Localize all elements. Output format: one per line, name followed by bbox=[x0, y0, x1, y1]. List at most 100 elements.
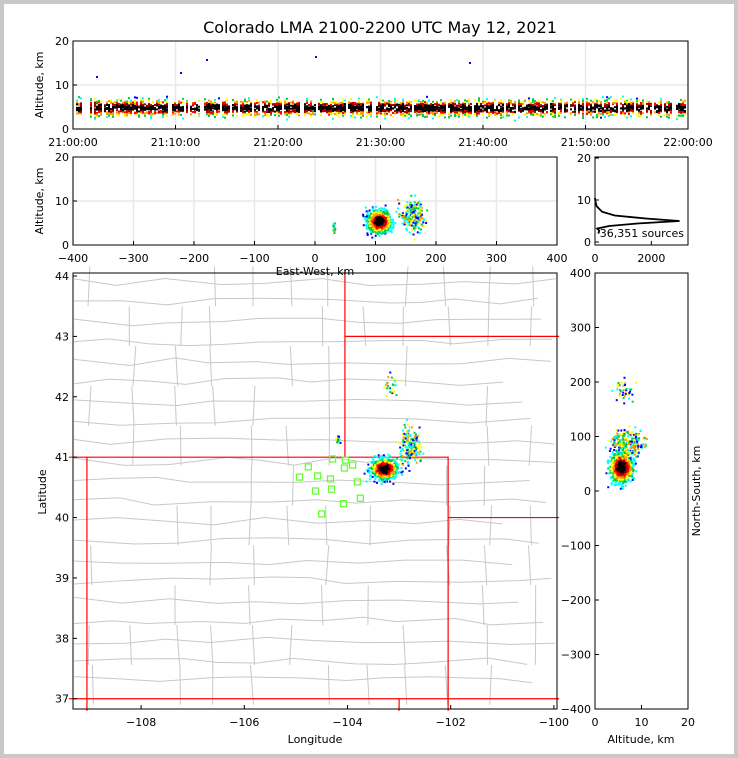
source-density-cell bbox=[377, 215, 380, 218]
county-boundary bbox=[253, 545, 255, 586]
source-density-cell bbox=[164, 104, 166, 107]
source-density-cell bbox=[138, 110, 140, 113]
source-density-cell bbox=[366, 215, 369, 218]
source-density-cell bbox=[468, 113, 470, 116]
county-boundary bbox=[447, 306, 452, 347]
source-density-cell bbox=[404, 112, 406, 115]
source-density-cell bbox=[436, 105, 438, 108]
source-density-cell bbox=[536, 101, 538, 104]
source-density-cell bbox=[258, 104, 260, 107]
source-density-cell bbox=[130, 106, 132, 109]
source-density-cell bbox=[104, 110, 106, 113]
source-density-cell bbox=[130, 114, 132, 117]
source-density-cell bbox=[180, 101, 182, 104]
source-density-cell bbox=[375, 481, 378, 484]
source-density-cell bbox=[298, 108, 300, 111]
source-density-cell bbox=[172, 108, 174, 111]
source-density-cell bbox=[192, 110, 194, 113]
source-density-cell bbox=[236, 106, 238, 109]
source-density-cell bbox=[208, 103, 210, 106]
source-density-cell bbox=[110, 113, 112, 116]
source-density-cell bbox=[606, 112, 608, 115]
source-density-cell bbox=[382, 109, 384, 112]
y-tick-label: 10 bbox=[55, 79, 69, 92]
source-density-cell bbox=[482, 101, 484, 104]
source-density-cell bbox=[356, 111, 358, 114]
source-density-cell bbox=[96, 115, 98, 118]
source-density-cell bbox=[94, 110, 96, 113]
source-density-cell bbox=[248, 112, 250, 115]
source-density-cell bbox=[418, 105, 420, 108]
source-density-cell bbox=[552, 112, 554, 115]
source-density-cell bbox=[419, 215, 422, 218]
source-density-cell bbox=[210, 111, 212, 114]
source-density-cell bbox=[582, 109, 584, 112]
source-density-cell bbox=[628, 114, 630, 117]
source-density-cell bbox=[340, 107, 342, 110]
source-density-cell bbox=[401, 217, 404, 220]
source-density-cell bbox=[308, 108, 310, 111]
source-density-cell bbox=[628, 107, 630, 110]
source-density-cell bbox=[622, 105, 624, 108]
source-density-cell bbox=[330, 111, 332, 114]
source-density-cell bbox=[630, 98, 632, 101]
source-density-cell bbox=[406, 114, 408, 117]
source-density-cell bbox=[434, 103, 436, 106]
source-density-cell bbox=[384, 112, 386, 115]
source-density-cell bbox=[371, 217, 374, 220]
source-density-cell bbox=[642, 102, 644, 105]
source-density-cell bbox=[414, 107, 416, 110]
source-density-cell bbox=[336, 100, 338, 103]
source-density-cell bbox=[668, 101, 670, 104]
source-density-cell bbox=[358, 110, 360, 113]
source-density-cell bbox=[198, 109, 200, 112]
source-density-cell bbox=[486, 100, 488, 103]
source-density-cell bbox=[401, 214, 404, 217]
source-density-cell bbox=[508, 103, 510, 106]
source-density-cell bbox=[412, 213, 415, 216]
source-density-cell bbox=[204, 105, 206, 108]
source-density-cell bbox=[134, 111, 136, 114]
source-density-cell bbox=[572, 101, 574, 104]
source-density-cell bbox=[380, 103, 382, 106]
source-density-cell bbox=[404, 216, 407, 219]
source-density-cell bbox=[276, 98, 278, 101]
source-density-cell bbox=[462, 115, 464, 118]
source-density-cell bbox=[478, 109, 480, 112]
source-density-cell bbox=[130, 103, 132, 106]
source-density-cell bbox=[322, 106, 324, 109]
source-density-cell bbox=[236, 101, 238, 104]
county-boundary bbox=[73, 596, 519, 605]
source-density-cell bbox=[375, 221, 378, 224]
source-density-cell bbox=[492, 104, 494, 107]
source-density-cell bbox=[389, 460, 392, 463]
source-density-cell bbox=[194, 102, 196, 105]
source-density-cell bbox=[96, 100, 98, 103]
source-density-cell bbox=[166, 104, 168, 107]
source-density-cell bbox=[458, 108, 460, 111]
county-boundary bbox=[362, 306, 367, 347]
source-density-cell bbox=[110, 108, 112, 111]
source-density-cell bbox=[414, 109, 416, 112]
source-density-cell bbox=[122, 110, 124, 113]
source-density-cell bbox=[444, 102, 446, 105]
source-density-cell bbox=[676, 104, 678, 107]
source-density-cell bbox=[286, 118, 288, 121]
source-density-cell bbox=[596, 115, 598, 118]
source-density-cell bbox=[542, 111, 544, 114]
source-density-cell bbox=[578, 111, 580, 114]
source-density-cell bbox=[350, 102, 352, 105]
source-density-cell bbox=[496, 112, 498, 115]
source-density-cell bbox=[365, 210, 368, 213]
source-density-cell bbox=[502, 113, 504, 116]
source-density-cell bbox=[420, 206, 423, 209]
source-density-cell bbox=[400, 108, 402, 111]
source-density-cell bbox=[430, 103, 432, 106]
source-density-cell bbox=[416, 220, 419, 223]
source-density-cell bbox=[352, 113, 354, 116]
source-density-cell bbox=[304, 103, 306, 106]
source-density-cell bbox=[122, 109, 124, 112]
source-density-cell bbox=[578, 108, 580, 111]
source-density-cell bbox=[314, 110, 316, 113]
